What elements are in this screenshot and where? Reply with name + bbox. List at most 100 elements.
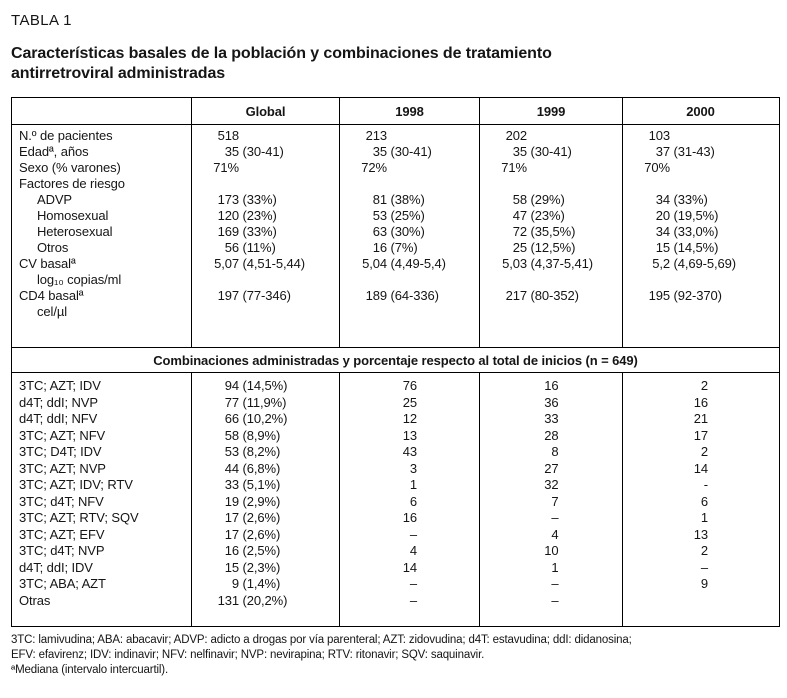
cell-number: 15 bbox=[655, 240, 670, 255]
cell-number: 169 bbox=[217, 224, 239, 239]
table-row-label: Homosexual bbox=[37, 208, 109, 223]
table-cell: – bbox=[480, 576, 622, 593]
characteristics-section: N.º de pacientes Edadª, años Sexo (% varon… bbox=[12, 125, 779, 347]
table-cell bbox=[192, 304, 339, 320]
table-cell: 17 (2,6%) bbox=[192, 527, 339, 544]
values-column: 94 (14,5%) 77 (11,9%) 66 (10,2%) 58 (8,9%) 5… bbox=[191, 373, 339, 626]
table-cell: 47 (23%) bbox=[480, 208, 622, 224]
cell-number: 131 bbox=[217, 592, 239, 608]
cell-number: 37 bbox=[655, 144, 670, 159]
cell-number: 197 bbox=[217, 288, 239, 303]
table-cell: 53 (8,2%) bbox=[192, 444, 339, 461]
cell-number: 14 bbox=[693, 460, 708, 476]
table-row-label: 3TC; d4T; NFV bbox=[19, 493, 104, 509]
cell-number: 4 bbox=[409, 543, 417, 558]
table-row-label: Otras bbox=[19, 592, 51, 608]
table-cell: 173 (33%) bbox=[192, 192, 339, 208]
table-header-row: Global 1998 1999 2000 bbox=[12, 98, 779, 125]
table-cell: 6 bbox=[340, 494, 479, 511]
cell-number: 33 bbox=[544, 411, 559, 426]
cell-number: 2 bbox=[700, 444, 708, 459]
cell-number: 56 bbox=[224, 240, 239, 255]
cell-number: 34 bbox=[655, 224, 670, 239]
cell-number: 2 bbox=[700, 378, 708, 393]
table-cell: 3 bbox=[340, 461, 479, 478]
table-cell bbox=[623, 176, 778, 192]
table-cell: 9 bbox=[623, 576, 778, 593]
table-row-label: 3TC; d4T; NVP bbox=[19, 543, 105, 558]
cell-number: 17 bbox=[224, 510, 239, 525]
table-cell: 35 (30-41) bbox=[192, 144, 339, 160]
table-cell: 56 (11%) bbox=[192, 240, 339, 256]
table-cell bbox=[192, 272, 339, 288]
cell-number: 195 bbox=[648, 288, 670, 303]
table-cell: 202 bbox=[480, 128, 622, 144]
cell-number: 36 bbox=[544, 394, 559, 410]
cell-number: – bbox=[551, 510, 559, 525]
cell-number: 35 bbox=[224, 144, 239, 159]
cell-number: 53 bbox=[372, 208, 387, 223]
table-cell: 35 (30-41) bbox=[340, 144, 479, 160]
table-cell: 35 (30-41) bbox=[480, 144, 622, 160]
table-cell: 5,04 (4,49-5,4) bbox=[362, 256, 446, 271]
cell-number: 173 bbox=[217, 192, 239, 207]
values-column: 76 25 12 13 43 3 1 6 16–4 14– – bbox=[339, 373, 479, 626]
cell-number: – bbox=[409, 526, 417, 542]
table-cell: 58 (8,9%) bbox=[192, 428, 339, 445]
table-row-label: Otros bbox=[37, 240, 69, 255]
table-cell: 518 bbox=[192, 128, 339, 144]
table-cell: 7 bbox=[480, 494, 622, 511]
table-row-label: 3TC; AZT; RTV; SQV bbox=[19, 510, 139, 525]
table-cell: 20 (19,5%) bbox=[623, 208, 778, 224]
table-cell: 2 bbox=[623, 543, 778, 560]
table-cell bbox=[623, 304, 778, 320]
cell-number: 34 bbox=[655, 192, 670, 207]
table-cell: 4 bbox=[340, 543, 479, 560]
table-cell: 94 (14,5%) bbox=[192, 378, 339, 395]
cell-number: 5,07 bbox=[214, 256, 239, 271]
table-row-label: Sexo (% varones) bbox=[19, 160, 121, 175]
table-cell: 2 bbox=[623, 444, 778, 461]
cell-number: 16 bbox=[224, 543, 239, 558]
data-table: Global 1998 1999 2000 N.º de pacientes Ed… bbox=[11, 97, 780, 627]
values-column: 2 16 21 17 2 14-6 1 13 2–9 bbox=[622, 373, 778, 626]
column-header-1998: 1998 bbox=[339, 98, 479, 124]
table-cell: 36 bbox=[480, 395, 622, 412]
table-cell: 19 (2,9%) bbox=[192, 494, 339, 511]
column-header-blank bbox=[12, 98, 191, 124]
cell-number: 518 bbox=[217, 128, 239, 143]
table-cell: – bbox=[480, 510, 622, 527]
cell-number: – bbox=[700, 559, 708, 575]
table-cell: – bbox=[480, 593, 622, 610]
table-row-label: 3TC; AZT; EFV bbox=[19, 526, 105, 542]
cell-number: 35 bbox=[372, 144, 387, 159]
cell-number: 35 bbox=[512, 144, 527, 159]
table-cell: 27 bbox=[480, 461, 622, 478]
table-cell: 4 bbox=[480, 527, 622, 544]
table-cell: 28 bbox=[480, 428, 622, 445]
cell-number: 15 bbox=[224, 559, 239, 575]
table-cell: 5,03 (4,37-5,41) bbox=[502, 256, 594, 271]
cell-number: 53 bbox=[224, 444, 239, 459]
table-cell: 44 (6,8%) bbox=[192, 461, 339, 478]
table-cell bbox=[480, 304, 622, 320]
cell-number: 16 bbox=[544, 378, 559, 393]
table-row-label: d4T; ddI; NVP bbox=[19, 394, 98, 410]
table-cell: 71% bbox=[480, 160, 622, 176]
cell-number: 6 bbox=[409, 493, 417, 509]
cell-number: 13 bbox=[402, 427, 417, 443]
table-row-label: 3TC; D4T; IDV bbox=[19, 444, 102, 459]
cell-number: 189 bbox=[365, 288, 387, 303]
values-column: 518 35 (30-41) 71% 173 (33%) 120 (23%) 169 (3… bbox=[191, 125, 339, 347]
table-cell bbox=[623, 593, 778, 610]
footnote-abbreviations-2: EFV: efavirenz; IDV: indinavir; NFV: nel… bbox=[11, 649, 485, 661]
table-row-label: 3TC; AZT; NFV bbox=[19, 427, 106, 443]
cell-number: 81 bbox=[372, 192, 387, 207]
table-cell: 17 (2,6%) bbox=[192, 510, 339, 527]
table-cell: 169 (33%) bbox=[192, 224, 339, 240]
table-cell: 58 (29%) bbox=[480, 192, 622, 208]
table-cell: 10 bbox=[480, 543, 622, 560]
column-header-2000: 2000 bbox=[622, 98, 778, 124]
table-cell bbox=[192, 176, 339, 192]
table-cell: 53 (25%) bbox=[340, 208, 479, 224]
